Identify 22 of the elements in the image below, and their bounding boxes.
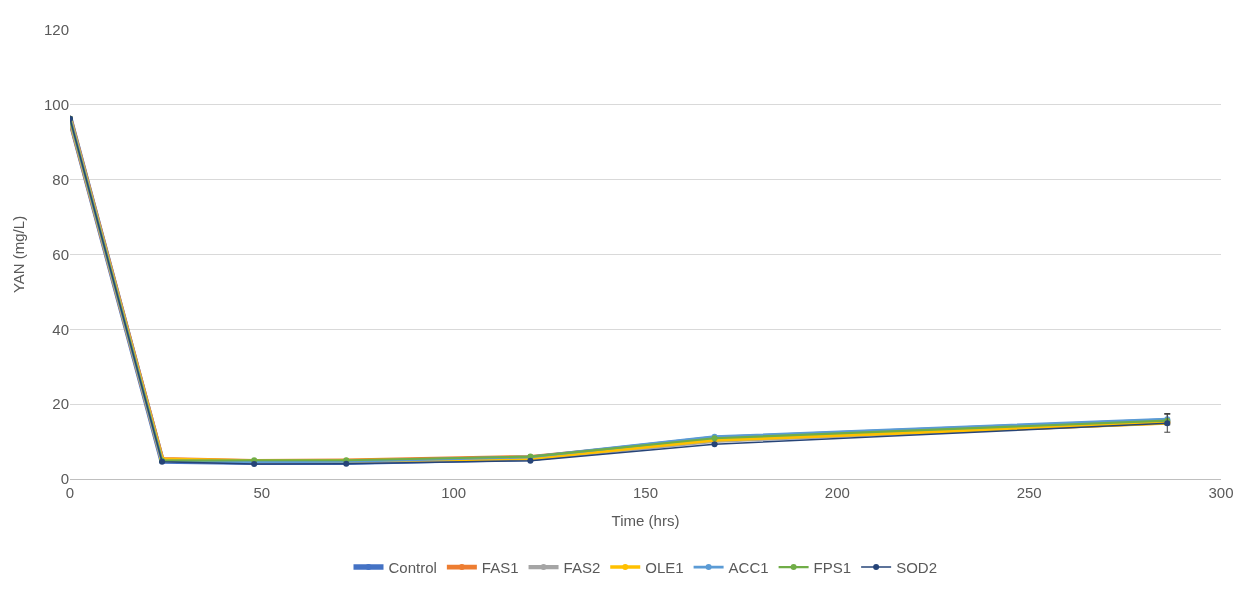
x-tick-label: 50 bbox=[253, 484, 271, 501]
y-tick-label: 0 bbox=[60, 470, 69, 488]
y-tick-label: 20 bbox=[52, 395, 69, 413]
y-tick-label: 80 bbox=[52, 170, 69, 188]
x-tick-label: 250 bbox=[1016, 484, 1042, 501]
legend-label: FAS2 bbox=[563, 558, 601, 576]
x-tick-label: 150 bbox=[632, 484, 659, 501]
legend-label: FAS1 bbox=[481, 558, 519, 576]
y-tick-label: 40 bbox=[52, 320, 69, 338]
y-tick-label: 120 bbox=[43, 21, 69, 39]
x-axis-title: Time (hrs) bbox=[611, 512, 680, 529]
legend-label: FPS1 bbox=[813, 558, 852, 576]
x-tick-label: 300 bbox=[1208, 484, 1234, 501]
legend-label: SOD2 bbox=[896, 558, 937, 576]
legend-label: Control bbox=[388, 558, 437, 576]
legend-label: ACC1 bbox=[728, 558, 769, 576]
x-tick-label: 200 bbox=[824, 484, 850, 501]
legend-label: OLE1 bbox=[645, 558, 684, 576]
y-axis-title: YAN (mg/L) bbox=[10, 215, 28, 294]
y-tick-label: 100 bbox=[43, 96, 69, 114]
y-tick-label: 60 bbox=[52, 245, 69, 263]
x-tick-label: 100 bbox=[441, 484, 467, 501]
